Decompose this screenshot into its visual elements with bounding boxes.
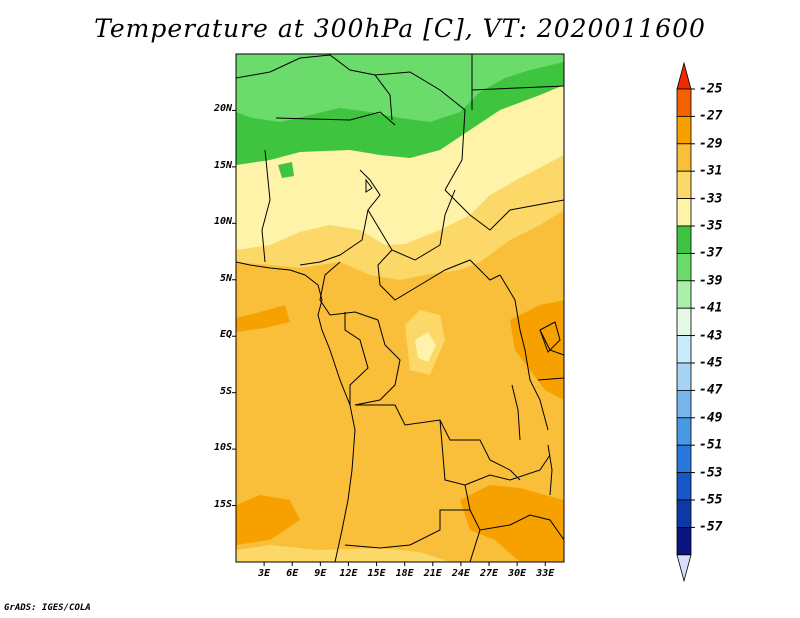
border-east-1	[499, 274, 549, 431]
field-patch-minus27-sw	[236, 495, 300, 545]
colorbar-label: -45	[699, 355, 723, 371]
colorbar	[676, 61, 695, 583]
colorbar-swatch	[676, 170, 692, 199]
border-sahel-1	[275, 111, 396, 126]
map-title: Temperature at 300hPa [C], VT: 202001160…	[94, 14, 706, 43]
lon-label: 30E	[508, 568, 527, 579]
colorbar-label: -47	[699, 382, 723, 398]
colorbar-swatch	[676, 116, 692, 145]
colorbar-swatch	[676, 143, 692, 172]
lat-label: 20N	[213, 103, 232, 115]
colorbar-swatch	[676, 389, 692, 419]
border-cameroon	[319, 261, 379, 321]
map-frame	[235, 53, 565, 563]
border-angola	[344, 419, 471, 549]
colorbar-swatch	[676, 307, 692, 337]
border-north-1	[236, 54, 393, 121]
colorbar-label: -39	[699, 273, 723, 289]
border-drc-west	[354, 319, 401, 406]
colorbar-swatch	[676, 527, 692, 556]
border-sudan	[444, 189, 564, 231]
field-band-minus37	[236, 54, 564, 122]
border-south-2	[469, 529, 481, 562]
colorbar-bottom-arrow	[676, 554, 692, 583]
lake-tanganyika	[511, 384, 521, 441]
colorbar-swatch	[676, 252, 692, 282]
border-car	[377, 249, 501, 301]
border-drc-south	[355, 404, 521, 481]
border-sahel-2	[261, 149, 271, 263]
lon-label: 18E	[395, 568, 414, 579]
lon-label: 6E	[286, 568, 299, 579]
colorbar-swatch	[676, 88, 692, 117]
grads-credit: GrADS: IGES/COLA	[4, 603, 91, 613]
border-north-2	[374, 71, 466, 191]
lon-label: 33E	[536, 568, 555, 579]
colorbar-swatch	[676, 417, 692, 446]
colorbar-label: -37	[699, 245, 723, 261]
lat-ticks	[232, 109, 236, 507]
lon-label: 12E	[339, 568, 358, 579]
colorbar-swatch	[676, 280, 692, 309]
field-patch-minus33-center	[415, 332, 436, 362]
temperature-field	[236, 54, 564, 562]
border-congo	[344, 312, 369, 405]
field-patch-minus35	[278, 162, 294, 178]
colorbar-label: -29	[699, 136, 723, 152]
border-zambia	[464, 454, 551, 486]
lat-label: 10S	[213, 442, 232, 454]
lon-label: 24E	[451, 568, 470, 579]
field-patch-minus31-south	[236, 545, 450, 562]
lat-label: EQ	[219, 329, 232, 341]
colorbar-swatch	[676, 499, 692, 528]
colorbar-swatch	[676, 444, 692, 474]
lon-label: 15E	[367, 568, 386, 579]
lon-label: 27E	[479, 568, 499, 579]
lon-ticks	[263, 562, 546, 566]
colorbar-swatch	[676, 472, 692, 501]
lon-label: 9E	[314, 568, 327, 579]
lat-label: 15S	[213, 498, 232, 510]
colorbar-swatch	[676, 198, 692, 227]
colorbar-label: -41	[699, 300, 723, 316]
colorbar-swatch	[676, 335, 692, 364]
lat-label: 5N	[219, 272, 232, 284]
border-nigeria	[299, 169, 381, 266]
border-chad	[367, 189, 456, 261]
lat-label: 15N	[213, 159, 232, 171]
colorbar-label: -33	[699, 191, 723, 207]
field-patch-minus27-east	[510, 300, 564, 400]
lon-label: 3E	[258, 568, 271, 579]
colorbar-label: -53	[699, 465, 723, 481]
lake-victoria	[539, 321, 561, 353]
lake-chad	[365, 178, 373, 193]
colorbar-label: -57	[699, 519, 723, 535]
lat-label: 5S	[219, 385, 232, 397]
lon-label: 21E	[423, 568, 442, 579]
colorbar-swatch	[676, 225, 692, 254]
coastline-west	[236, 261, 356, 562]
colorbar-label: -55	[699, 492, 723, 508]
country-borders	[236, 54, 564, 562]
colorbar-label: -35	[699, 218, 723, 234]
lake-malawi	[547, 444, 553, 496]
field-patch-minus27-west	[236, 305, 290, 332]
border-east-3	[537, 377, 564, 381]
colorbar-top-arrow	[676, 61, 692, 90]
border-south-1	[469, 509, 564, 541]
lat-label: 10N	[213, 216, 232, 228]
colorbar-swatch	[676, 362, 692, 391]
border-north-4	[471, 85, 564, 91]
colorbar-label: -31	[699, 163, 723, 179]
colorbar-label: -27	[699, 108, 723, 124]
colorbar-label: -49	[699, 410, 723, 426]
colorbar-label: -25	[699, 81, 723, 97]
colorbar-label: -43	[699, 328, 723, 344]
colorbar-label: -51	[699, 437, 723, 453]
